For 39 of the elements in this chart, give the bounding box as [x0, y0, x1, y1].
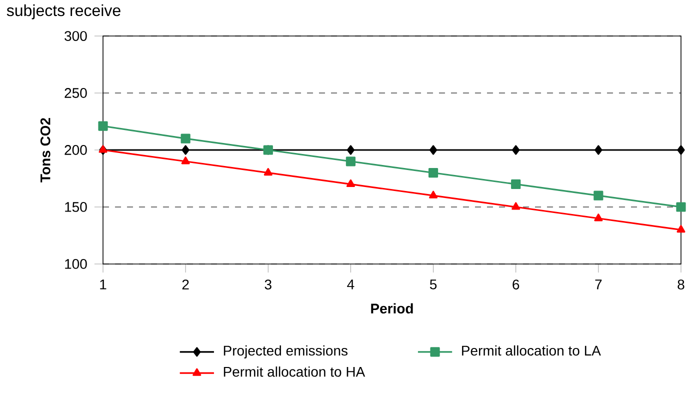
point — [346, 145, 355, 155]
point — [676, 202, 686, 212]
point — [512, 145, 520, 155]
point — [511, 179, 521, 189]
point — [677, 145, 685, 155]
point — [594, 214, 603, 222]
text: subjects receive — [6, 4, 120, 20]
x-tick-label: 8 — [678, 280, 684, 290]
x-tick-label: 5 — [430, 280, 437, 290]
point — [594, 145, 602, 155]
y-tick-label: 250 — [64, 88, 87, 98]
point — [181, 156, 190, 164]
legend-label: Projected emissions — [224, 345, 348, 358]
point — [346, 179, 355, 187]
x-tick-label: 7 — [595, 280, 602, 290]
point — [428, 168, 438, 178]
point — [594, 190, 604, 200]
y-tick-label: 200 — [64, 145, 87, 155]
point — [264, 168, 272, 176]
point — [429, 145, 438, 155]
legend-label: Permit allocation to HA — [224, 366, 366, 377]
x-tick-label: 6 — [512, 280, 520, 290]
point — [676, 224, 686, 233]
point — [182, 145, 190, 155]
x-tick-label: 4 — [347, 280, 354, 290]
y-axis-title: Tons CO2 — [40, 118, 50, 182]
y-tick-label: 300 — [64, 31, 87, 41]
point — [98, 121, 108, 131]
x-tick-label: 1 — [100, 280, 106, 290]
x-axis-title: Period — [371, 303, 413, 314]
point — [429, 190, 438, 198]
y-tick-label: 150 — [65, 202, 87, 212]
point — [180, 134, 190, 144]
y-tick-label: 100 — [65, 259, 87, 269]
point — [346, 156, 356, 166]
legend-label: Permit allocation to LA — [462, 345, 601, 356]
point — [512, 202, 520, 210]
x-tick-label: 2 — [182, 280, 189, 290]
x-tick-label: 3 — [264, 280, 272, 290]
